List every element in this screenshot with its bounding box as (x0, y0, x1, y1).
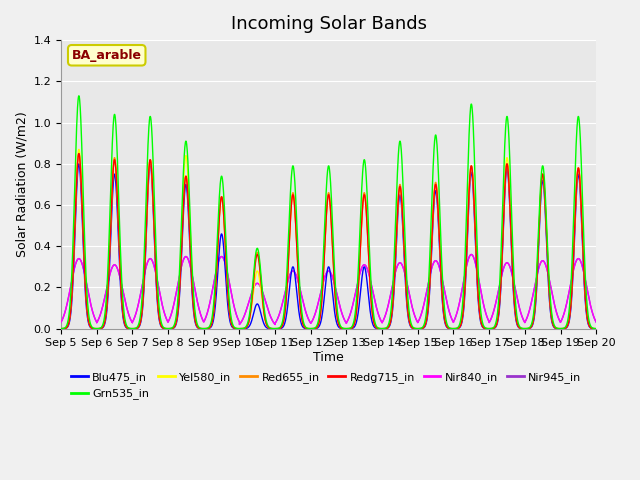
X-axis label: Time: Time (313, 351, 344, 364)
Y-axis label: Solar Radiation (W/m2): Solar Radiation (W/m2) (15, 111, 28, 257)
Legend: Blu475_in, Grn535_in, Yel580_in, Red655_in, Redg715_in, Nir840_in, Nir945_in: Blu475_in, Grn535_in, Yel580_in, Red655_… (67, 368, 586, 404)
Text: BA_arable: BA_arable (72, 49, 141, 62)
Title: Incoming Solar Bands: Incoming Solar Bands (230, 15, 427, 33)
